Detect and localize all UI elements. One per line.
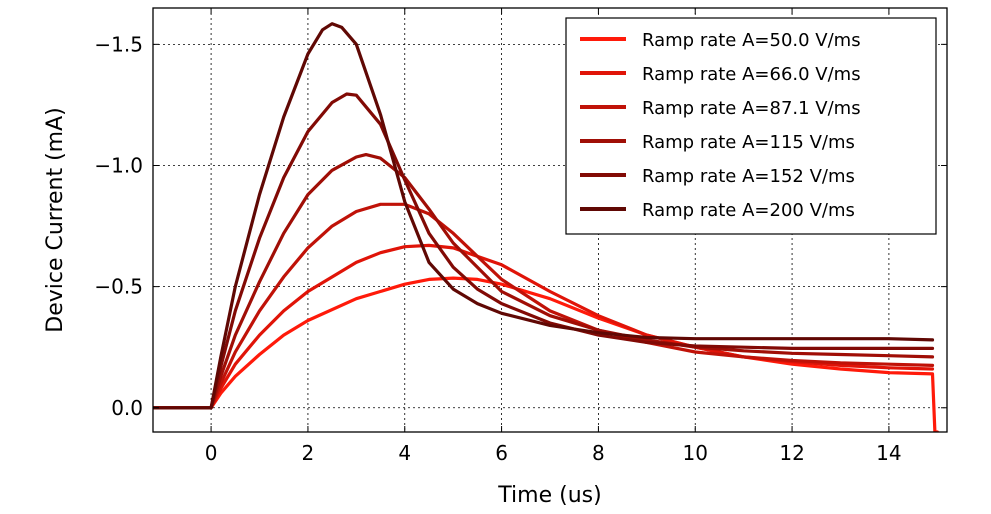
legend-label: Ramp rate A=152 V/ms [642, 166, 855, 187]
x-tick-label: 4 [398, 441, 411, 465]
x-tick-label: 6 [495, 441, 508, 465]
series-line [153, 153, 935, 410]
y-axis-title: Device Current (mA) [43, 107, 68, 333]
x-axis-title: Time (us) [497, 483, 601, 508]
series-line [153, 22, 935, 410]
series-group [153, 22, 939, 432]
series-line [153, 276, 939, 432]
x-tick-label: 12 [779, 441, 804, 465]
x-tick-label: 8 [592, 441, 605, 465]
x-tick-label: 14 [876, 441, 901, 465]
axis-ticks: 0 2 4 6 8 10 12 14 0.0 −0.5 −1.0 −1.5 [94, 8, 947, 465]
y-tick-label: −0.5 [94, 275, 143, 299]
y-tick-label: −1.0 [94, 153, 143, 177]
series-line [153, 202, 935, 410]
x-tick-label: 10 [683, 441, 708, 465]
y-tick-label: −1.5 [94, 32, 143, 56]
legend-label: Ramp rate A=66.0 V/ms [642, 64, 861, 85]
legend-box [565, 17, 937, 235]
x-tick-label: 2 [302, 441, 315, 465]
legend: Ramp rate A=50.0 V/ms Ramp rate A=66.0 V/… [565, 17, 937, 235]
series-line [153, 92, 935, 410]
x-tick-label: 0 [205, 441, 218, 465]
plot-frame [152, 7, 948, 433]
legend-label: Ramp rate A=87.1 V/ms [642, 98, 861, 119]
legend-label: Ramp rate A=115 V/ms [642, 132, 855, 153]
legend-label: Ramp rate A=200 V/ms [642, 200, 855, 221]
series-line [153, 243, 935, 410]
y-tick-label: 0.0 [111, 396, 143, 420]
legend-label: Ramp rate A=50.0 V/ms [642, 30, 861, 51]
